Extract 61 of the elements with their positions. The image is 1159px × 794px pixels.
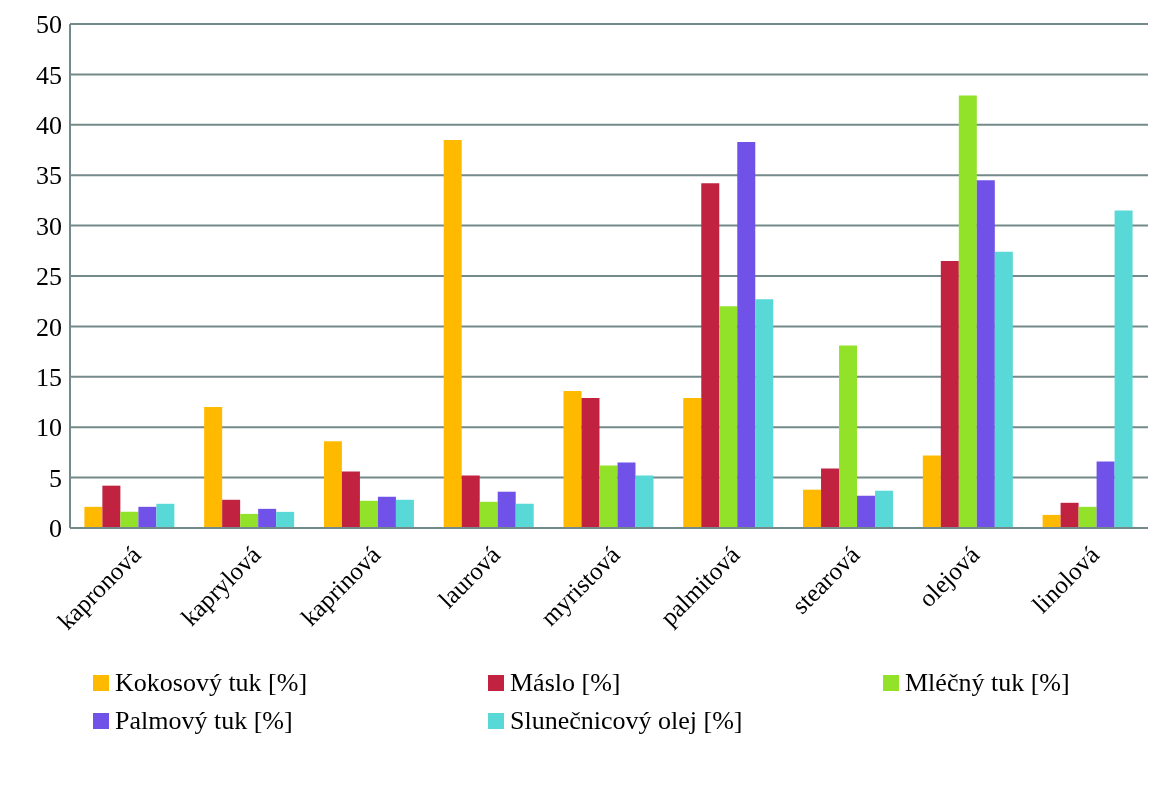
bar <box>395 499 414 528</box>
bar <box>958 95 977 528</box>
bar <box>1042 514 1061 528</box>
bar <box>635 475 654 528</box>
bar <box>497 491 516 528</box>
bar <box>341 471 360 528</box>
y-tick-label: 40 <box>36 111 62 141</box>
legend-label: Máslo [%] <box>510 668 621 698</box>
bar <box>719 306 738 528</box>
bar <box>359 500 378 528</box>
y-tick-label: 25 <box>36 262 62 292</box>
bar <box>479 501 498 528</box>
bar <box>258 508 277 528</box>
y-tick-label: 20 <box>36 312 62 342</box>
bar <box>683 397 702 528</box>
bar <box>617 462 636 528</box>
bar <box>940 260 959 528</box>
y-tick-label: 0 <box>49 514 62 544</box>
legend-label: Kokosový tuk [%] <box>115 668 308 698</box>
bar <box>323 441 342 528</box>
bar <box>599 465 618 528</box>
legend-label: Slunečnicový olej [%] <box>510 706 743 736</box>
bar <box>821 468 840 528</box>
bar <box>922 455 941 528</box>
bar <box>138 506 157 528</box>
bar <box>875 490 894 528</box>
bar <box>204 407 223 528</box>
legend-label: Mléčný tuk [%] <box>905 668 1070 698</box>
bar <box>1060 502 1079 528</box>
bar <box>803 489 822 528</box>
bar <box>1096 461 1115 528</box>
bar <box>755 299 774 528</box>
bar <box>84 506 103 528</box>
bar <box>994 251 1013 528</box>
legend-label: Palmový tuk [%] <box>115 706 293 736</box>
bar <box>857 495 876 528</box>
bar <box>461 475 480 528</box>
bar <box>515 503 534 528</box>
bar <box>240 513 259 528</box>
bar <box>976 180 995 528</box>
bar <box>563 390 582 528</box>
bar <box>1078 506 1097 528</box>
y-tick-label: 35 <box>36 161 62 191</box>
bar <box>443 139 462 528</box>
y-tick-label: 30 <box>36 211 62 241</box>
bar <box>701 183 720 528</box>
bar <box>839 345 858 528</box>
bar <box>120 511 139 528</box>
bar <box>156 503 175 528</box>
y-tick-label: 15 <box>36 363 62 393</box>
bar <box>581 397 600 528</box>
bar <box>102 485 121 528</box>
y-tick-label: 50 <box>36 10 62 40</box>
bar <box>276 511 295 528</box>
bar <box>377 496 396 528</box>
y-tick-label: 45 <box>36 60 62 90</box>
bar <box>1114 210 1133 528</box>
y-tick-label: 10 <box>36 413 62 443</box>
bar <box>222 499 241 528</box>
y-tick-label: 5 <box>49 463 62 493</box>
bar <box>737 141 756 528</box>
